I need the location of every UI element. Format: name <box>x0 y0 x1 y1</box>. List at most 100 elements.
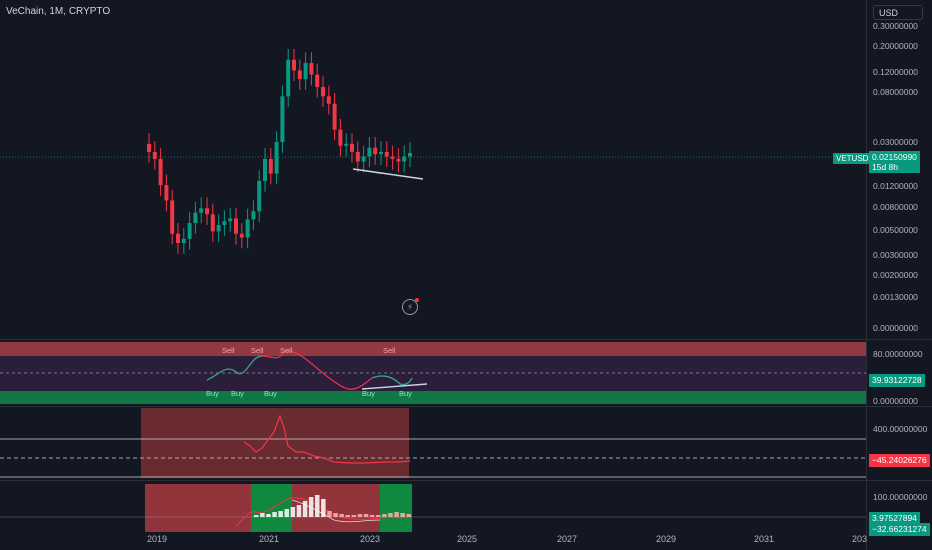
histogram-bar <box>388 513 393 517</box>
candle-body <box>338 129 343 146</box>
candle-body <box>390 156 395 159</box>
histogram-bar <box>278 511 283 517</box>
histogram-bar <box>345 515 350 517</box>
histogram-bar <box>400 513 405 517</box>
buy-signal: Buy <box>264 389 277 398</box>
candle-body <box>158 158 163 186</box>
price-axis-label: 0.12000000 <box>873 67 918 77</box>
osc1-oversold-zone <box>0 391 866 404</box>
candle-body <box>268 158 273 174</box>
candle-body <box>297 70 302 80</box>
sell-signal: Sell <box>383 346 396 355</box>
price-axis-label: 0.00130000 <box>873 292 918 302</box>
candle-body <box>396 158 401 162</box>
buy-signal: Buy <box>399 389 412 398</box>
lightning-icon[interactable]: ⚡ <box>402 298 419 315</box>
histogram-bar <box>351 515 357 517</box>
osc2-axis-400: 400.00000000 <box>873 424 928 434</box>
price-box: 0.02150990 15d 8h <box>869 151 920 173</box>
candle-body <box>251 211 256 220</box>
osc3-value-b: −32.66231274 <box>869 523 930 536</box>
histogram-bar <box>260 513 265 517</box>
candle-body <box>228 218 233 222</box>
price-axis-label: 0.30000000 <box>873 21 918 31</box>
candle-body <box>384 151 389 157</box>
time-axis-label: 203 <box>852 534 868 544</box>
price-axis-label: 0.20000000 <box>873 41 918 51</box>
candle-body <box>210 214 215 232</box>
histogram-bar <box>376 515 381 517</box>
price-axis-label: 0.03000000 <box>873 137 918 147</box>
histogram-bar <box>308 497 314 517</box>
histogram-bar <box>272 512 277 517</box>
price-axis-label: 0.00000000 <box>873 323 918 333</box>
candle-body <box>193 212 198 224</box>
osc3-histogram <box>254 495 411 517</box>
osc1-axis-0: 0.00000000 <box>873 396 918 406</box>
time-axis-label: 2029 <box>656 534 677 544</box>
price-candles <box>147 49 412 254</box>
price-axis-label: 0.01200000 <box>873 181 918 191</box>
candle-body <box>367 147 372 157</box>
histogram-bar <box>266 514 271 517</box>
histogram-bar <box>254 515 259 517</box>
histogram-bar <box>290 507 296 517</box>
candle-body <box>216 225 221 232</box>
candle-body <box>379 151 383 155</box>
histogram-bar <box>339 514 344 517</box>
histogram-bar <box>296 505 302 517</box>
candle-body <box>234 218 238 234</box>
candle-body <box>245 219 250 238</box>
chart-title: VeChain, 1M, CRYPTO <box>6 6 111 17</box>
time-axis-label: 2025 <box>457 534 478 544</box>
histogram-bar <box>382 514 387 517</box>
bar-countdown: 15d 8h <box>872 162 898 172</box>
histogram-bar <box>321 499 326 517</box>
histogram-bar <box>369 515 375 517</box>
sell-signal: Sell <box>222 346 235 355</box>
price-axis-label: 0.00500000 <box>873 225 918 235</box>
osc2-zone <box>141 408 409 478</box>
buy-signal: Buy <box>231 389 244 398</box>
sell-signal: Sell <box>251 346 264 355</box>
candle-body <box>309 63 314 75</box>
candle-body <box>187 223 192 239</box>
trendline[interactable] <box>352 168 424 180</box>
time-axis-label: 2019 <box>147 534 168 544</box>
histogram-bar <box>333 513 338 517</box>
candle-body <box>280 96 285 143</box>
osc2-value-tag: −45.24026276 <box>869 454 930 467</box>
osc1-mid-zone <box>0 356 866 391</box>
candle-body <box>176 233 180 243</box>
candle-body <box>344 143 349 146</box>
histogram-bar <box>284 509 289 517</box>
osc3-zone-green-1 <box>251 484 292 532</box>
buy-signal: Buy <box>206 389 219 398</box>
currency-button[interactable]: USD <box>873 5 923 20</box>
candle-body <box>263 158 267 181</box>
candle-body <box>286 59 291 97</box>
candle-body <box>332 103 337 130</box>
osc3-value-a: 3.97527894 <box>869 512 920 525</box>
osc1-trendline <box>361 383 428 390</box>
price-axis-label: 0.00300000 <box>873 250 918 260</box>
candle-body <box>199 208 204 213</box>
candle-body <box>181 238 186 243</box>
histogram-bar <box>302 501 308 517</box>
symbol-badge: VETUSD <box>833 153 872 164</box>
osc2-line <box>243 414 411 464</box>
candle-body <box>315 74 320 87</box>
osc1-value-tag: 39.93122728 <box>869 374 925 387</box>
buy-signal: Buy <box>362 389 375 398</box>
price-tag: VETUSD 0.02150990 15d 8h <box>833 151 920 173</box>
candle-body <box>292 59 296 71</box>
candle-body <box>408 152 412 157</box>
time-axis-label: 2021 <box>259 534 280 544</box>
histogram-bar <box>363 514 369 517</box>
osc1-line-green <box>206 355 263 381</box>
price-axis-label: 0.00800000 <box>873 202 918 212</box>
candle-body <box>350 143 354 152</box>
candle-body <box>303 63 308 80</box>
